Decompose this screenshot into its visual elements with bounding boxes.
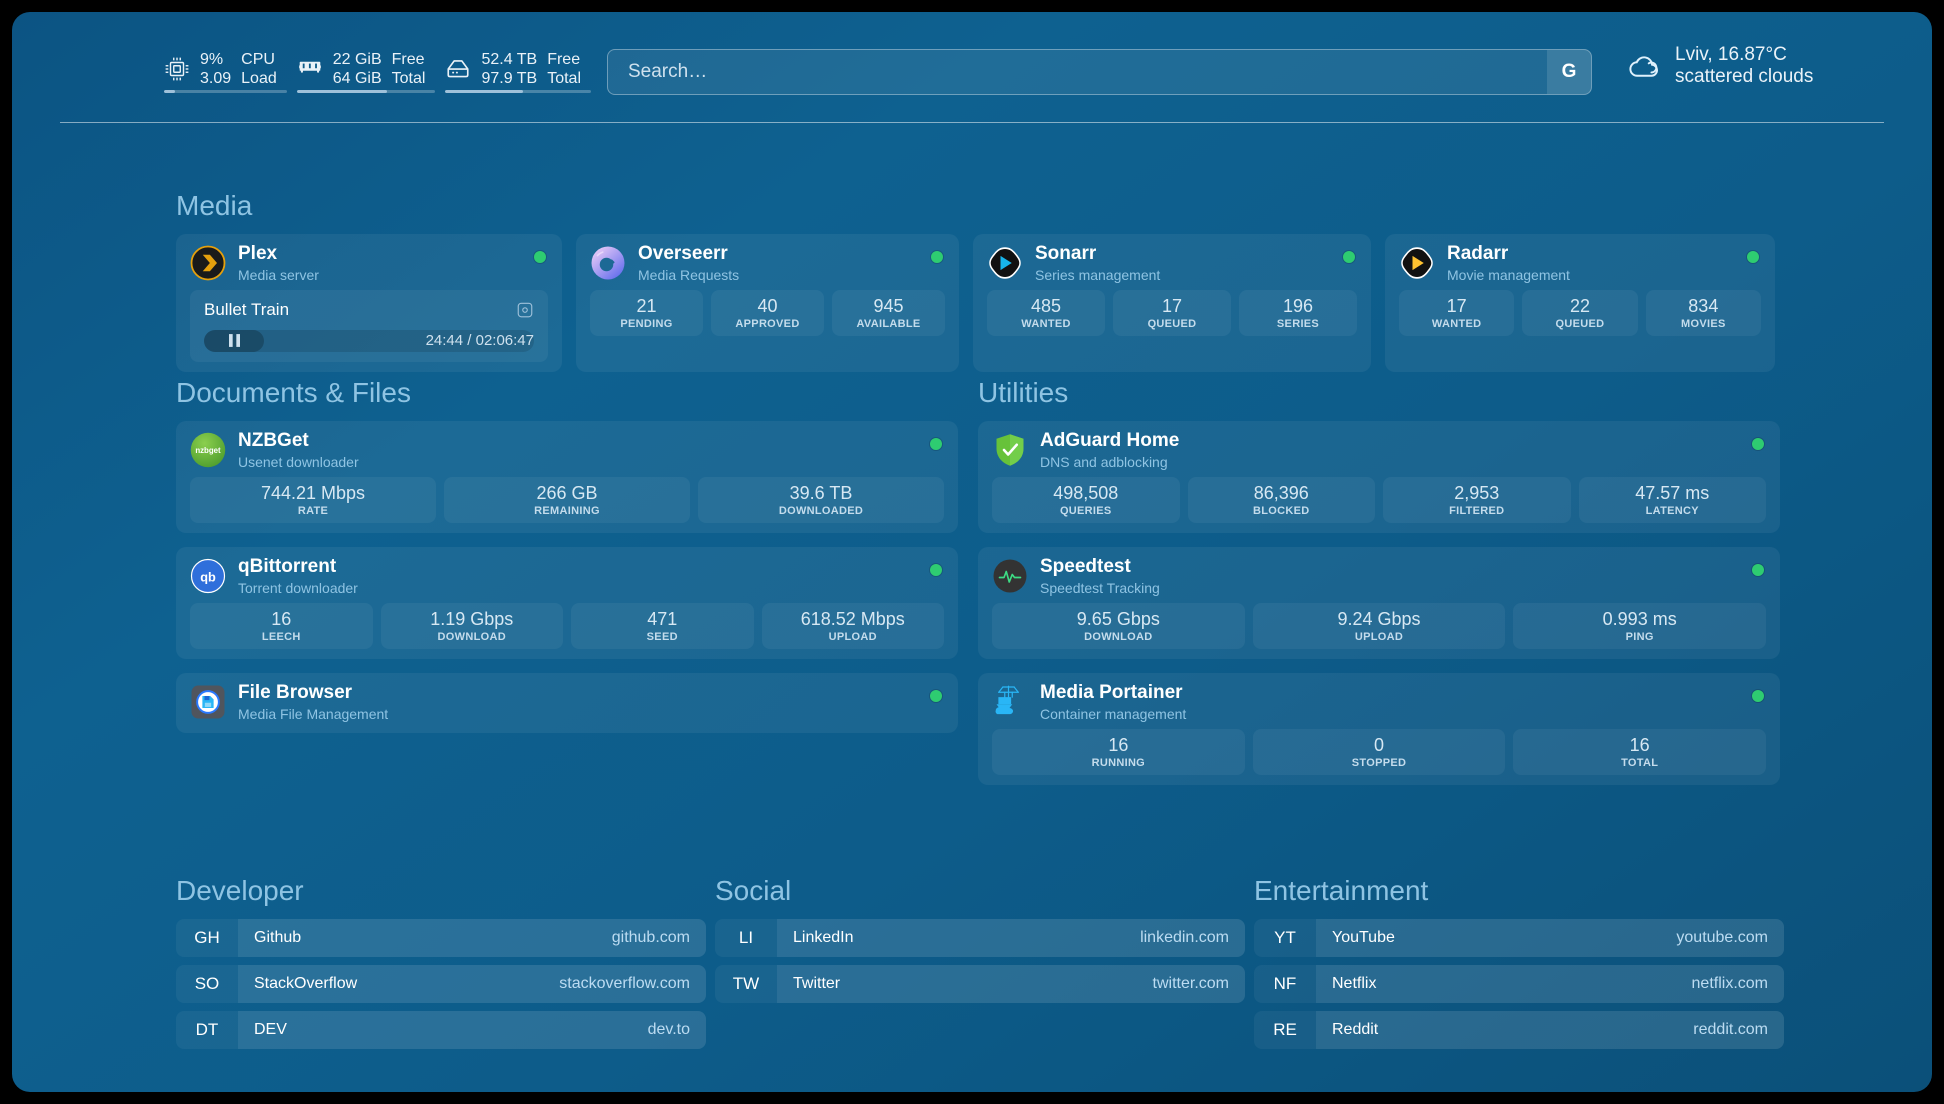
svg-text:nzbget: nzbget <box>195 446 221 455</box>
svg-text:qb: qb <box>200 569 216 584</box>
